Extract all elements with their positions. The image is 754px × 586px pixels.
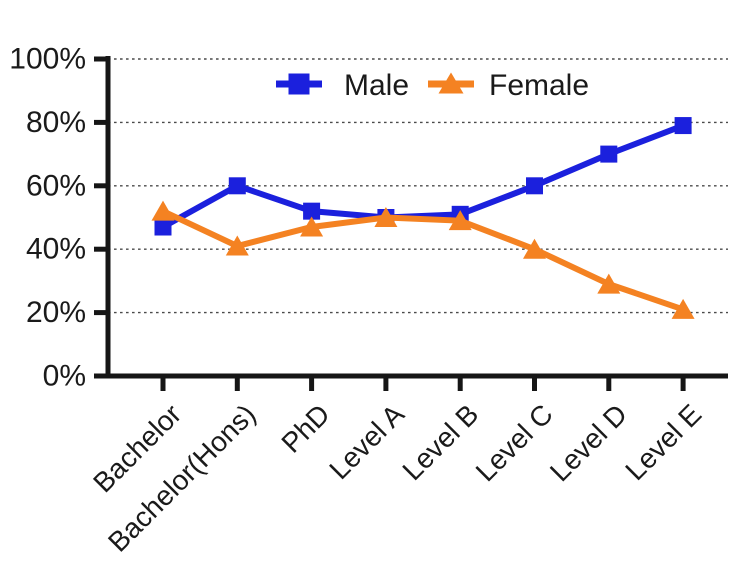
data-point-female-triangle [225,235,249,256]
data-point-male-square [228,177,246,195]
series-female [151,200,695,319]
legend: Male Female [276,69,589,102]
male-square-icon [288,73,310,95]
legend-label-male: Male [344,69,409,102]
data-point-female-triangle [448,210,472,231]
series-female-line [161,208,685,313]
gridlines [108,58,728,314]
legend-item-female: Female [428,69,589,102]
data-point-female-triangle [300,216,324,237]
series-male-line [161,122,685,230]
data-point-male-square [526,177,543,195]
legend-item-male: Male [276,69,409,102]
data-point-female-triangle [374,207,398,227]
x-category-label-group: Level A [323,398,410,485]
data-point-male-square [600,145,618,163]
x-category-label: Level C [470,398,559,487]
x-category-label-group: Level D [544,398,633,487]
x-category-label: Level B [396,398,484,486]
x-category-label-group: Level B [396,398,484,486]
female-triangle-icon [438,72,464,94]
x-category-label: PhD [275,398,335,458]
y-tick-label: 20% [26,296,86,329]
x-category-label-group: Level E [619,398,707,486]
y-tick-label: 80% [26,106,86,139]
x-category-label-group: PhD [275,398,335,458]
y-tick-label: 40% [26,233,86,266]
data-point-male-square [674,117,692,135]
y-tick-label: 100% [9,43,86,76]
y-tick-label: 0% [43,360,86,393]
data-point-female-triangle [151,200,175,221]
x-category-label-group: Level C [470,398,559,487]
data-point-male-square [154,218,172,236]
data-point-female-triangle [523,238,546,259]
x-category-label: Level E [619,398,707,486]
data-point-male-square [303,202,321,220]
data-point-female-triangle [671,298,695,319]
data-point-female-triangle [597,273,621,294]
x-category-label: Level A [323,398,410,485]
x-category-label: Level D [544,398,633,487]
legend-label-female: Female [489,69,589,102]
y-tick-label: 60% [26,169,86,202]
